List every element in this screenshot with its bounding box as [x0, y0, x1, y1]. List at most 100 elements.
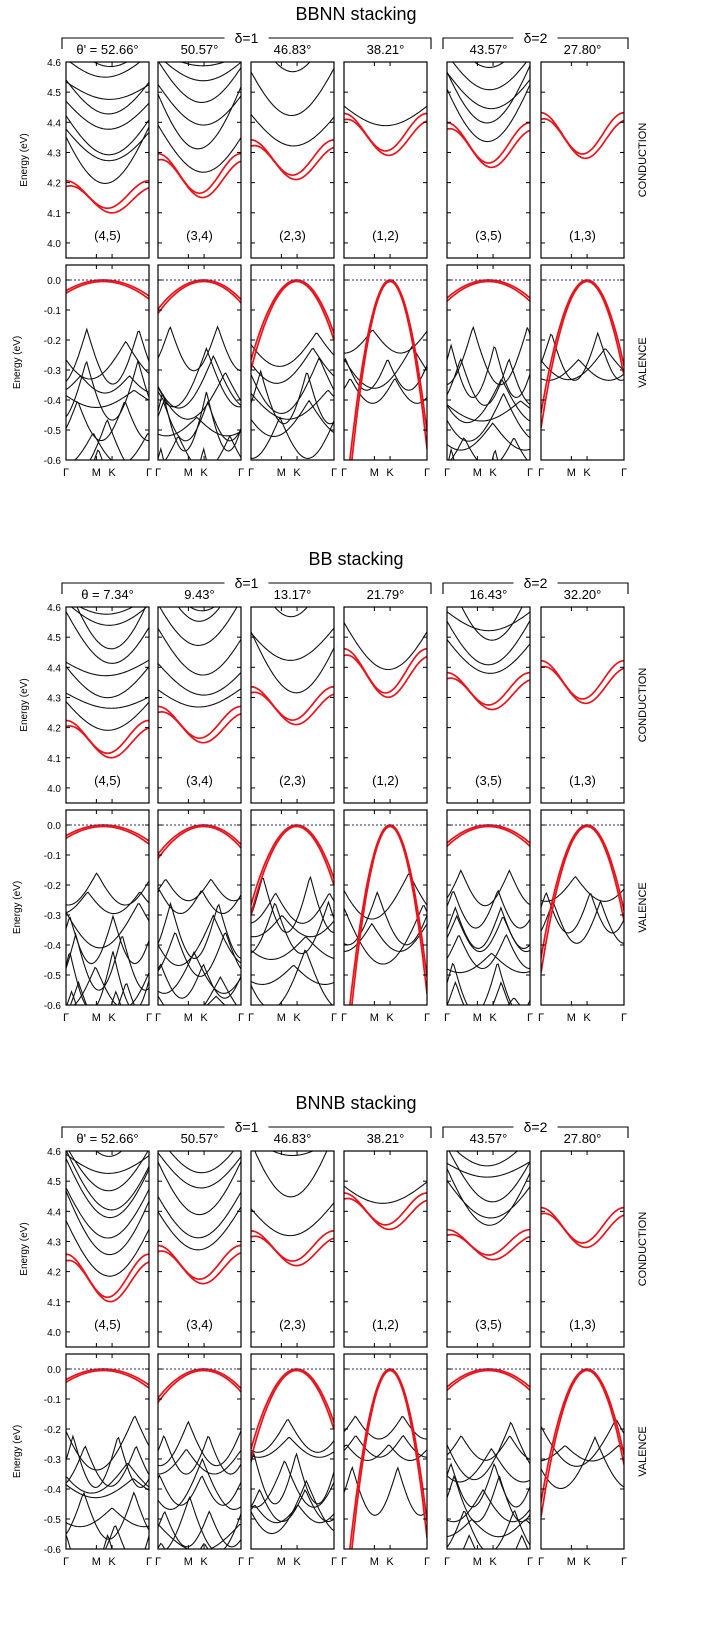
band-curve	[447, 325, 530, 386]
band-curve	[251, 399, 334, 438]
band-curve	[251, 1451, 334, 1505]
band-curve	[344, 622, 427, 671]
k-point-label: Γ	[155, 467, 161, 479]
k-point-label: K	[293, 1556, 301, 1568]
band-curve-highlight	[447, 280, 530, 302]
band-curve	[66, 1462, 149, 1494]
k-point-label: M	[473, 1012, 482, 1024]
y-tick-label: 4.3	[47, 148, 61, 159]
band-curve	[447, 1161, 530, 1178]
y-tick-label: 4.5	[47, 1177, 61, 1188]
panel-frame	[250, 1353, 335, 1550]
block-title: BNNB stacking	[295, 1093, 416, 1113]
panel-frame	[343, 606, 428, 804]
band-curve	[447, 980, 511, 1005]
supercell-index-label: (1,2)	[372, 1317, 399, 1332]
band-curve	[447, 422, 530, 451]
k-point-label: K	[108, 1012, 116, 1024]
band-curve	[447, 0, 530, 17]
band-curve	[448, 1151, 530, 1203]
band-curve	[447, 1096, 530, 1116]
band-curve	[251, 875, 334, 933]
twist-angle-label: 43.57°	[470, 42, 508, 57]
band-curve	[447, 1518, 530, 1538]
band-curve-highlight	[158, 279, 241, 310]
k-point-label: M	[370, 1012, 379, 1024]
k-point-label: Γ	[248, 1012, 254, 1024]
supercell-index-label: (4,5)	[94, 773, 121, 788]
k-point-label: Γ	[424, 1556, 430, 1568]
k-point-label: M	[370, 1556, 379, 1568]
band-curve	[158, 901, 241, 960]
band-curve-highlight	[541, 1206, 624, 1244]
y-tick-label: -0.6	[44, 1001, 62, 1012]
k-point-label: Γ	[238, 1012, 244, 1024]
band-curve	[66, 340, 149, 380]
k-point-label: K	[293, 467, 301, 479]
y-tick-label: 0.0	[47, 821, 61, 832]
k-point-label: Γ	[527, 1556, 533, 1568]
k-point-label: M	[92, 467, 101, 479]
band-curve	[66, 480, 149, 520]
band-curve	[158, 1206, 241, 1251]
k-point-label: M	[184, 1012, 193, 1024]
band-curve	[66, 1187, 149, 1239]
y-axis-title: Energy (eV)	[19, 678, 30, 731]
band-curve	[447, 962, 530, 1005]
group-label: δ=2	[524, 575, 548, 591]
band-curve	[273, 607, 309, 618]
band-curve-highlight	[66, 719, 149, 755]
supercell-index-label: (4,5)	[94, 228, 121, 243]
group-bracket	[442, 582, 629, 594]
band-curve	[70, 607, 148, 626]
band-curve-highlight	[66, 825, 149, 845]
band-curve	[79, 607, 134, 615]
band-curve	[447, 1573, 530, 1614]
band-curve	[447, 1074, 530, 1123]
band-curve	[541, 1444, 624, 1462]
k-point-label: Γ	[248, 467, 254, 479]
band-curve	[447, 620, 530, 666]
band-curve	[66, 872, 149, 906]
y-tick-label: 4.2	[47, 724, 61, 735]
panel-frame	[157, 606, 242, 804]
k-point-label: M	[567, 1556, 576, 1568]
group-label: δ=1	[235, 30, 259, 46]
y-axis-title: Energy (eV)	[12, 1425, 23, 1478]
k-point-label: Γ	[444, 1012, 450, 1024]
band-curve	[158, 963, 241, 999]
band-curve-highlight	[66, 1259, 149, 1303]
band-curve-highlight	[251, 1368, 334, 1450]
band-curve-highlight	[251, 139, 334, 176]
panel-frame	[343, 61, 428, 259]
band-curve	[158, 1523, 241, 1549]
k-point-label: Γ	[146, 1556, 152, 1568]
k-point-label: Γ	[248, 1556, 254, 1568]
supercell-index-label: (1,3)	[569, 773, 596, 788]
band-curve-highlight	[158, 711, 241, 744]
k-point-label: M	[184, 467, 193, 479]
band-curve	[68, 1151, 149, 1192]
k-point-label: K	[583, 1012, 591, 1024]
y-tick-label: -0.2	[44, 881, 62, 892]
panel-frame	[250, 606, 335, 804]
band-curve	[66, 659, 149, 677]
band-curve	[447, 84, 530, 143]
band-curve	[541, 1435, 624, 1490]
band-curve	[66, 701, 149, 731]
band-curve	[447, 543, 530, 575]
y-tick-label: -0.3	[44, 1455, 62, 1466]
band-curve-highlight	[344, 1197, 427, 1231]
k-point-label: Γ	[527, 1012, 533, 1024]
k-point-label: M	[277, 1012, 286, 1024]
panel-frame	[250, 61, 335, 259]
band-curve	[158, 1435, 241, 1475]
band-curve	[66, 81, 149, 100]
k-point-label: Γ	[444, 467, 450, 479]
band-curve	[251, 357, 334, 415]
k-point-label: M	[184, 1556, 193, 1568]
band-curve	[66, 100, 149, 130]
panel-frame	[343, 264, 428, 461]
k-point-label: K	[200, 1556, 208, 1568]
supercell-index-label: (1,2)	[372, 228, 399, 243]
